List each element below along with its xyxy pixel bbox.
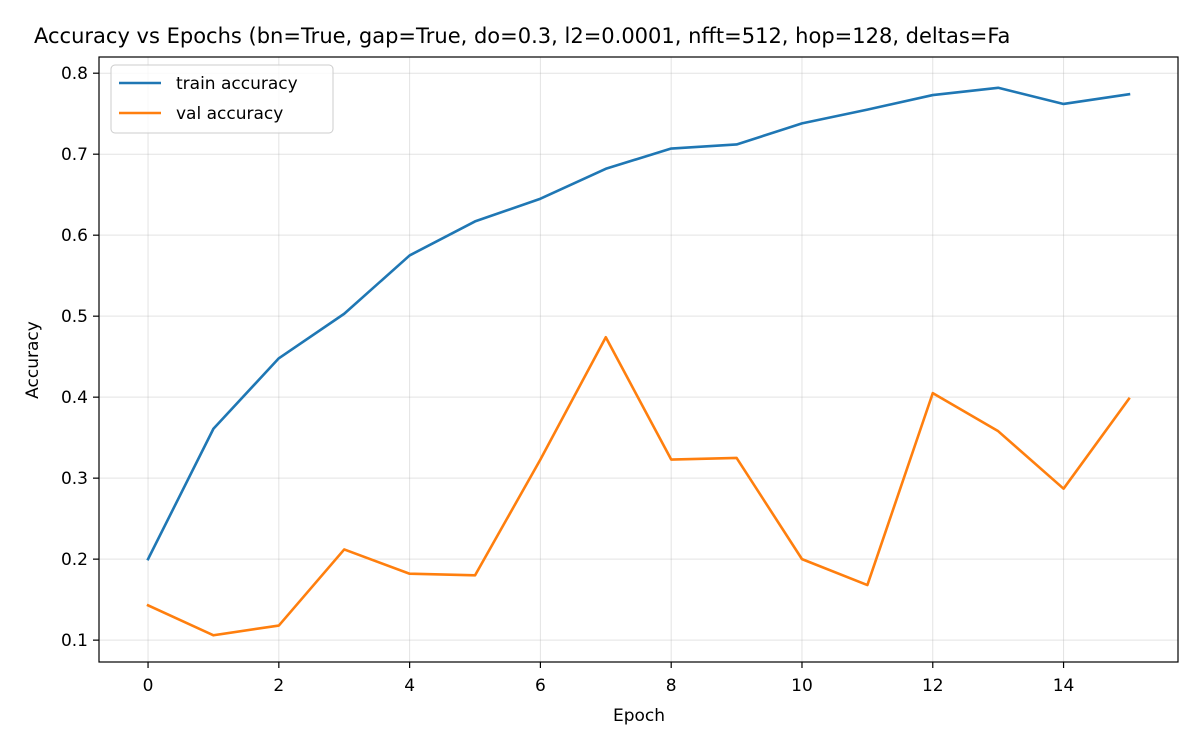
series-layer (146, 86, 1131, 637)
x-tick-label: 4 (404, 676, 415, 696)
x-tick-label: 6 (535, 676, 546, 696)
y-tick-label: 0.5 (61, 307, 88, 327)
legend-label: val accuracy (176, 104, 283, 124)
legend-box (110, 64, 334, 134)
chart-title: Accuracy vs Epochs (bn=True, gap=True, d… (34, 24, 1010, 48)
legend: train accuracy val accuracy (110, 64, 334, 134)
x-tick-label: 10 (791, 676, 813, 696)
y-tick-label: 0.3 (61, 469, 88, 489)
y-tick-label: 0.7 (61, 145, 88, 165)
y-tick-label: 0.6 (61, 226, 88, 246)
y-tick-label: 0.2 (61, 550, 88, 570)
x-tick-label: 0 (143, 676, 154, 696)
x-tick-label: 14 (1053, 676, 1075, 696)
y-tick-label: 0.8 (61, 64, 88, 84)
plot-frame (98, 56, 1179, 663)
series-line-val-accuracy (146, 335, 1131, 637)
y-tick-label: 0.1 (61, 631, 88, 651)
y-tick-label: 0.4 (61, 388, 88, 408)
tick-layer: 0 2 4 6 8 10 12 14 0.1 0.2 0.3 0.4 0.5 0.6 0.7 0.8 (61, 64, 1074, 696)
y-axis-label: Accuracy (23, 321, 43, 399)
x-tick-label: 8 (666, 676, 677, 696)
series-line-train-accuracy (146, 86, 1131, 561)
x-tick-label: 2 (273, 676, 284, 696)
x-axis-label: Epoch (613, 706, 665, 726)
grid-layer (99, 57, 1178, 662)
x-tick-label: 12 (922, 676, 944, 696)
legend-label: train accuracy (176, 74, 298, 94)
